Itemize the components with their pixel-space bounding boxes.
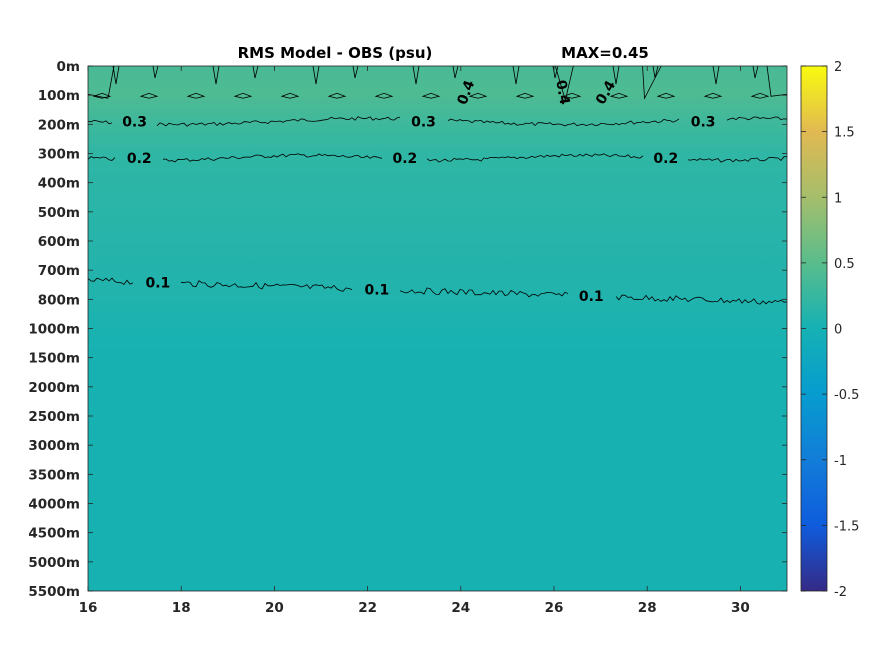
x-tick-label: 24 [451,600,470,616]
colorbar-tick-label: -0.5 [834,388,859,403]
contour-label: 0.1 [579,289,604,305]
y-tick-label: 2000m [28,380,80,396]
colorbar: 2 1.5 1 0.5 0 -0.5 -1 -1.5 -2 [800,60,859,600]
y-tick-label: 100m [38,88,80,104]
colorbar-tick-label: 0.5 [834,257,855,272]
x-axis: 16 18 20 22 24 26 28 30 [79,66,750,616]
y-tick-label: 3500m [28,467,80,483]
y-tick-label: 800m [38,292,80,308]
y-tick-label: 600m [38,234,80,250]
y-tick-label: 4000m [28,497,80,513]
y-tick-label: 700m [38,263,80,279]
contour-line-0.3 [87,116,788,127]
colorbar-tick-label: -1.5 [834,519,859,534]
contour-label: 0.3 [691,114,716,130]
y-tick-label: 1500m [28,351,80,367]
contour-line-0.1 [87,277,788,305]
x-tick-label: 16 [79,600,98,616]
colorbar-ticks: 2 1.5 1 0.5 0 -0.5 -1 -1.5 -2 [801,60,859,600]
contour-label: 0.3 [411,114,436,130]
contour-line-0.4 [87,65,788,102]
x-tick-label: 18 [172,600,191,616]
plot-area: 0.3 0.3 0.30.2 0.2 0.20.1 0.1 0.10.4 0.4 0.4 [87,65,788,592]
salinity-rms-field [88,66,787,591]
colorbar-tick-label: 1.5 [834,126,855,141]
contour-label: 0.3 [122,114,147,130]
colorbar-tick-label: 2 [834,60,842,75]
contour-label: 0.1 [365,282,390,298]
x-tick-label: 26 [545,600,564,616]
y-tick-label: 300m [38,147,80,163]
contour-labels: 0.3 0.3 0.30.2 0.2 0.20.1 0.1 0.10.4 0.4 0.4 [122,78,715,305]
x-tick-label: 28 [638,600,657,616]
y-tick-label: 5000m [28,555,80,571]
x-tick-label: 22 [358,600,377,616]
contour-lines [87,65,788,305]
y-tick-label: 4500m [28,526,80,542]
colorbar-tick-label: -2 [834,585,847,600]
y-tick-label: 1000m [28,322,80,338]
contour-label: 0.1 [145,276,170,292]
colorbar-tick-label: 1 [834,191,842,206]
y-tick-label: 3000m [28,438,80,454]
x-tick-label: 30 [731,600,750,616]
colorbar-tick-label: 0 [834,323,842,338]
colorbar-tick-label: -1 [834,454,847,469]
contour-label: 0.2 [127,151,152,167]
contour-label: 0.2 [392,151,417,167]
y-tick-label: 5500m [28,584,80,600]
contour-label: 0.4 [552,79,572,106]
y-tick-label: 0m [57,59,80,75]
y-tick-label: 500m [38,205,80,221]
y-axis: 0m 100m 200m 300m 400m 500m 600m 700m 800m 1000m 1… [28,59,787,600]
chart-title: RMS Model - OBS (psu) [238,44,433,62]
contour-label: 0.2 [653,151,678,167]
max-label: MAX=0.45 [561,44,649,62]
contour-line-0.2 [87,153,788,163]
x-tick-label: 20 [265,600,284,616]
y-tick-label: 2500m [28,409,80,425]
y-tick-label: 400m [38,176,80,192]
y-tick-label: 200m [38,117,80,133]
